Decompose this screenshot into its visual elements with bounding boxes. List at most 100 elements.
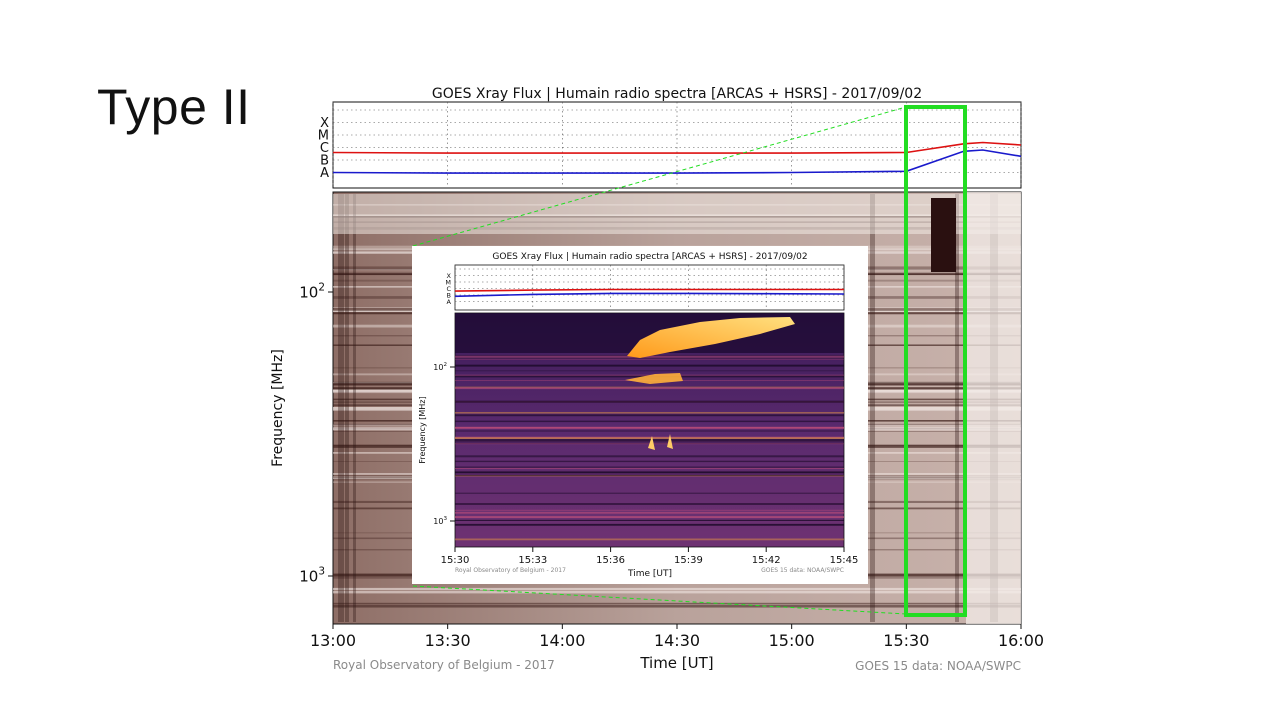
inset-streak — [455, 492, 844, 494]
main-x-ticks: 13:00 13:30 14:00 14:30 15:00 15:30 16:00 — [310, 624, 1044, 650]
inset-streak — [455, 466, 844, 468]
xray-class-label: C — [320, 141, 329, 156]
inset-streak — [455, 439, 844, 441]
xray-class-label: A — [447, 298, 452, 306]
xray-series-line — [454, 292, 845, 298]
main-chart-title: GOES Xray Flux | Humain radio spectra [A… — [432, 86, 922, 102]
zoom-connector-bottom — [412, 585, 907, 615]
inset-streak — [455, 430, 844, 432]
xray-class-label: X — [320, 116, 329, 131]
main-footer-right: GOES 15 data: NOAA/SWPC — [855, 659, 1021, 673]
inset-streak — [455, 386, 844, 388]
y-tick-label: 103 — [433, 516, 447, 526]
inset-xray-grid — [454, 265, 845, 308]
inset-x-axis-label: Time [UT] — [627, 569, 672, 579]
inset-streak — [455, 440, 844, 443]
main-xray-series — [332, 141, 1022, 174]
spectro-streak — [333, 590, 1021, 594]
x-tick-label: 15:30 — [441, 555, 470, 566]
x-tick-label: 15:45 — [830, 555, 859, 566]
inset-streak — [455, 400, 844, 403]
inset-streak — [455, 455, 844, 458]
main-y-axis-label: Frequency [MHz] — [270, 349, 286, 467]
xray-series-line — [332, 141, 1022, 154]
x-tick-label: 15:00 — [769, 631, 815, 650]
zoom-connector-top — [412, 106, 907, 247]
spectro-vertical-streak — [345, 194, 349, 622]
xray-class-label: A — [320, 166, 329, 181]
x-tick-label: 15:30 — [883, 631, 929, 650]
y-tick-label: 102 — [299, 282, 325, 302]
xray-series-line — [454, 288, 844, 292]
inset-y-ticks: 102 103 — [433, 362, 455, 526]
y-tick-label: 102 — [433, 362, 447, 372]
main-bright-region — [966, 192, 1021, 624]
slide-title: Type II — [97, 79, 251, 135]
inset-streak — [455, 468, 844, 469]
xray-class-label: B — [320, 154, 329, 169]
inset-x-ticks: 15:30 15:33 15:36 15:39 15:42 15:45 — [441, 547, 859, 566]
x-tick-label: 13:00 — [310, 631, 356, 650]
x-tick-label: 14:30 — [654, 631, 700, 650]
x-tick-label: 15:42 — [752, 555, 781, 566]
highlight-box — [904, 105, 967, 617]
inset-xray-series — [454, 288, 845, 298]
inset-streak — [455, 364, 844, 366]
xray-class-label: M — [445, 278, 451, 286]
inset-streak — [455, 460, 844, 463]
main-y-ticks: 102 103 — [299, 282, 333, 586]
inset-streak — [455, 437, 844, 439]
inset-chart-title: GOES Xray Flux | Humain radio spectra [A… — [492, 252, 807, 262]
x-tick-label: 15:33 — [518, 555, 547, 566]
inset-streak — [455, 512, 844, 514]
spectro-vertical-streak — [955, 194, 959, 622]
inset-streak — [455, 426, 844, 429]
inset-streak — [455, 357, 844, 359]
inset-streak — [455, 420, 844, 423]
spectro-vertical-streak — [353, 194, 356, 622]
inset-footer-right: GOES 15 data: NOAA/SWPC — [761, 567, 844, 574]
xray-class-label: B — [447, 291, 451, 299]
inset-spectrogram-streaks — [455, 355, 844, 541]
spectro-streak — [333, 587, 1021, 590]
xray-series-line — [332, 149, 1022, 174]
burst-fragment-1 — [648, 436, 655, 450]
inset-streak — [455, 519, 844, 521]
y-tick-label: 103 — [299, 566, 325, 586]
x-tick-label: 14:00 — [539, 631, 585, 650]
inset-footer-left: Royal Observatory of Belgium - 2017 — [455, 567, 566, 574]
x-tick-label: 15:36 — [596, 555, 625, 566]
inset-xray-panel — [454, 264, 845, 311]
inset-streak — [455, 524, 844, 526]
main-x-axis-label: Time [UT] — [639, 654, 713, 672]
spectro-streak — [333, 602, 1021, 605]
inset-streak — [455, 538, 844, 541]
inset-streak — [455, 412, 844, 414]
x-tick-label: 16:00 — [998, 631, 1044, 650]
inset-streak — [455, 471, 844, 474]
type-ii-burst-upper — [627, 317, 795, 358]
inset-streak — [455, 414, 844, 417]
inset-y-axis-label: Frequency [MHz] — [418, 396, 427, 463]
inset-streak — [455, 516, 844, 518]
inset-streak — [455, 355, 844, 358]
inset-streak — [455, 427, 844, 428]
spectro-top-band — [333, 194, 1021, 234]
inset-streak — [455, 503, 844, 505]
inset-streak — [455, 474, 844, 476]
xray-class-label: M — [318, 129, 329, 144]
burst-fragment-2 — [667, 434, 673, 449]
main-burst-dark — [931, 198, 956, 272]
inset-streak — [455, 509, 844, 512]
x-tick-label: 13:30 — [425, 631, 471, 650]
inset-streak — [455, 475, 844, 477]
type-ii-burst-lower — [625, 373, 683, 384]
inset-streak — [455, 470, 844, 472]
spectro-streak — [333, 605, 1021, 608]
xray-class-label: C — [446, 285, 451, 293]
spectro-vertical-streak — [870, 194, 875, 622]
inset-streak — [455, 365, 844, 367]
